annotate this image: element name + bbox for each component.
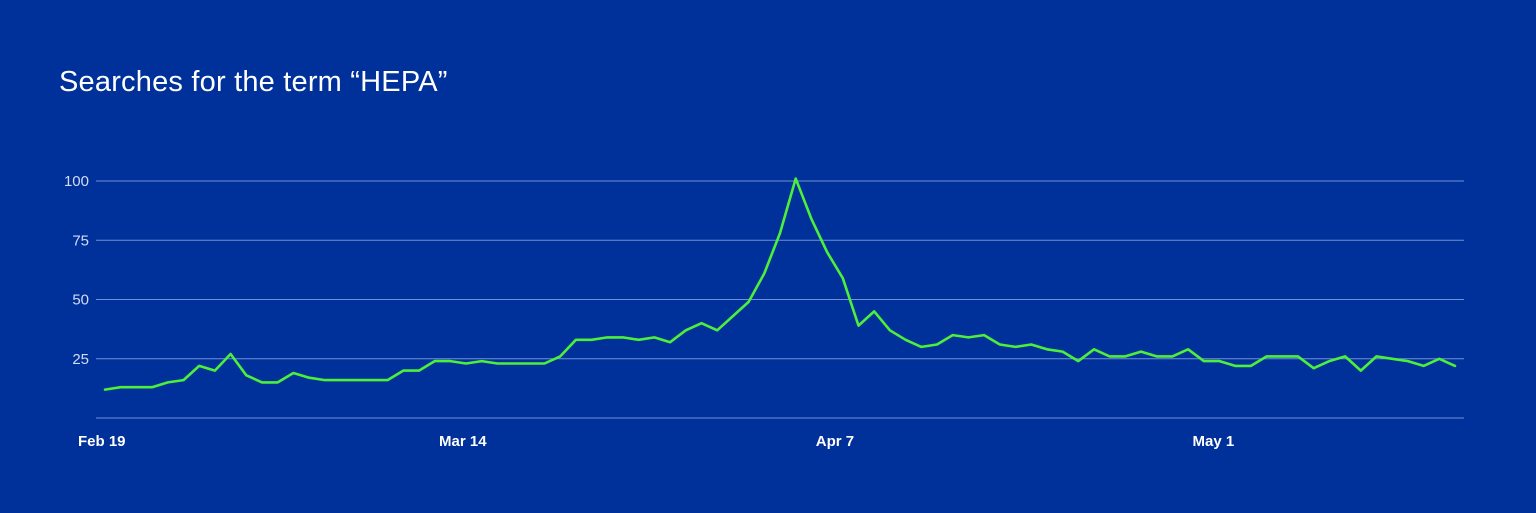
x-tick-label: Feb 19 <box>78 433 126 450</box>
series-line <box>103 177 1457 391</box>
chart-title: Searches for the term “HEPA” <box>59 66 448 98</box>
x-tick-label: May 1 <box>1193 433 1235 450</box>
gridlines <box>96 180 1464 419</box>
y-axis-ticks: 100 75 50 25 <box>64 173 89 368</box>
x-tick-label: Mar 14 <box>439 433 487 450</box>
y-tick-label: 50 <box>72 292 89 309</box>
y-tick-label: 25 <box>72 351 89 368</box>
x-axis-ticks: Feb 19 Mar 14 Apr 7 May 1 <box>78 433 1234 450</box>
y-tick-label: 75 <box>72 232 89 249</box>
y-tick-label: 100 <box>64 173 89 190</box>
series-layer <box>103 177 1457 391</box>
x-tick-label: Apr 7 <box>816 433 854 450</box>
